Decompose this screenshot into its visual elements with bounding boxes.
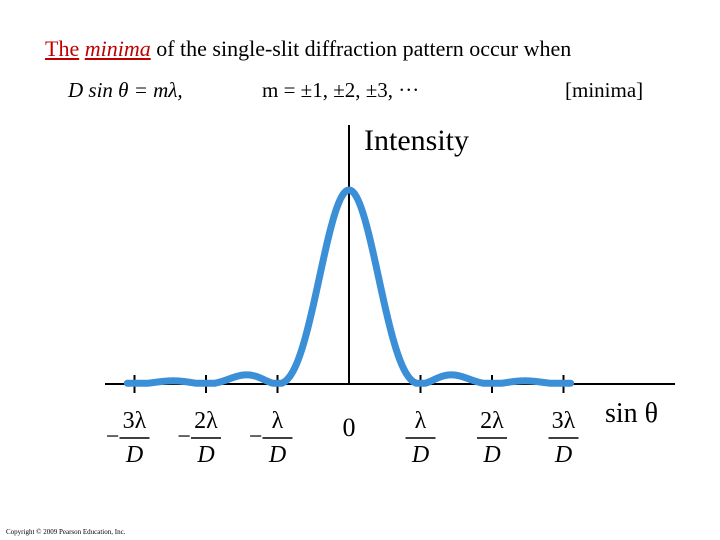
x-tick-numerator: 2λ [480, 408, 504, 434]
equation-lhs: D sin θ = mλ, [68, 78, 183, 102]
x-tick-numerator: 3λ [552, 408, 576, 434]
x-tick-label: 0 [343, 413, 356, 442]
x-axis-label: sin θ [605, 398, 658, 429]
x-tick-denominator: D [268, 442, 286, 468]
x-tick-denominator: D [411, 442, 429, 468]
x-tick-denominator: D [554, 442, 572, 468]
x-tick-numerator: λ [415, 408, 427, 434]
x-tick-sign: − [249, 424, 263, 450]
equation-tag: [minima] [565, 78, 644, 102]
x-tick-denominator: D [196, 442, 214, 468]
x-tick-denominator: D [482, 442, 500, 468]
x-tick-denominator: D [125, 442, 143, 468]
slide-title: The minima of the single-slit diffractio… [45, 36, 571, 62]
title-the: The [45, 36, 80, 61]
x-tick-sign: − [106, 424, 120, 450]
x-tick-numerator: 3λ [123, 408, 147, 434]
x-tick-numerator: λ [272, 408, 284, 434]
copyright-text: Copyright © 2009 Pearson Education, Inc. [6, 528, 126, 536]
title-minima: minima [84, 36, 151, 61]
title-rest: of the single-slit diffraction pattern o… [156, 36, 572, 61]
intensity-curve [123, 186, 575, 387]
x-tick-numerator: 2λ [194, 408, 218, 434]
x-tick-sign: − [177, 424, 191, 450]
y-axis-label: Intensity [364, 124, 469, 157]
equation-m-values: m = ±1, ±2, ±3, ··· [262, 78, 420, 102]
